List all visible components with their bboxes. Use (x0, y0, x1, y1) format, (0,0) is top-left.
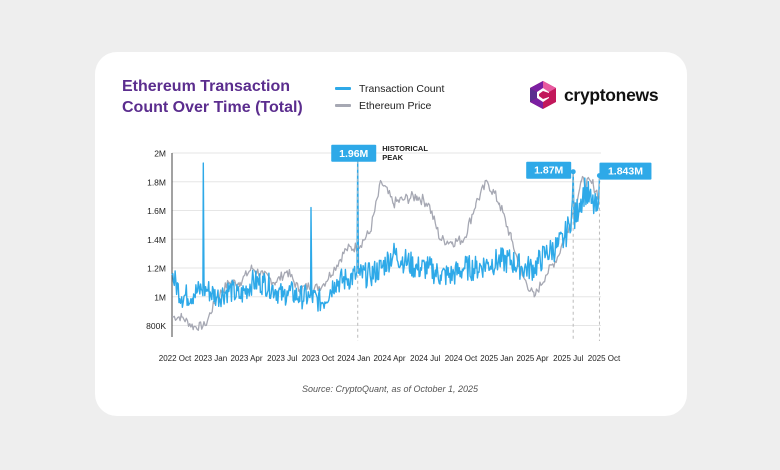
x-tick-label: 2024 Oct (445, 354, 478, 363)
y-tick-label: 1.4M (147, 235, 166, 245)
brand-logo: cryptonews (528, 80, 659, 110)
peak-note-label: HISTORICAL (382, 144, 428, 153)
legend: Transaction Count Ethereum Price (335, 80, 444, 114)
x-tick-label: 2023 Oct (302, 354, 335, 363)
x-tick-label: 2023 Apr (230, 354, 262, 363)
peak-callout-box (331, 144, 377, 162)
x-tick-label: 2023 Jul (267, 354, 297, 363)
legend-label-ethereum-price: Ethereum Price (359, 99, 432, 112)
legend-item-transaction-count: Transaction Count (335, 80, 444, 97)
y-tick-label: 800K (146, 321, 166, 331)
x-tick-label: 2023 Jan (194, 354, 227, 363)
peak-point (570, 169, 576, 175)
x-tick-label: 2025 Jan (480, 354, 513, 363)
y-tick-label: 1.6M (147, 206, 166, 216)
cryptonews-logo-icon (530, 81, 556, 109)
brand-name: cryptonews (564, 84, 659, 105)
x-tick-label: 2024 Jan (337, 354, 370, 363)
source-note: Source: CryptoQuant, as of October 1, 20… (301, 384, 479, 394)
y-tick-label: 2M (154, 149, 166, 159)
peak-callout-box (526, 161, 572, 179)
x-tick-label: 2022 Oct (159, 354, 192, 363)
peak-callout-box (599, 162, 652, 180)
y-tick-label: 1M (154, 292, 166, 302)
x-tick-label: 2024 Jul (410, 354, 440, 363)
chart-title: Ethereum Transaction Count Over Time (To… (122, 78, 303, 116)
series-line-ethereum-price (171, 175, 600, 331)
legend-swatch-ethereum-price (335, 104, 351, 107)
y-tick-label: 1.2M (147, 264, 166, 274)
series-line-transaction-count (171, 158, 601, 312)
legend-item-ethereum-price: Ethereum Price (335, 97, 444, 114)
y-tick-label: 1.8M (147, 177, 166, 187)
peak-note-label: PEAK (382, 153, 403, 162)
x-tick-label: 2025 Oct (588, 354, 621, 363)
x-tick-label: 2024 Apr (373, 354, 405, 363)
x-tick-label: 2025 Jul (553, 354, 583, 363)
legend-swatch-transaction-count (335, 87, 351, 90)
legend-label-transaction-count: Transaction Count (359, 82, 445, 95)
peak-callout-label: 1.843M (608, 166, 643, 178)
peak-callout-label: 1.96M (339, 148, 368, 160)
chart-card (95, 52, 687, 416)
peak-callout-label: 1.87M (534, 165, 563, 177)
x-tick-label: 2025 Apr (516, 354, 548, 363)
